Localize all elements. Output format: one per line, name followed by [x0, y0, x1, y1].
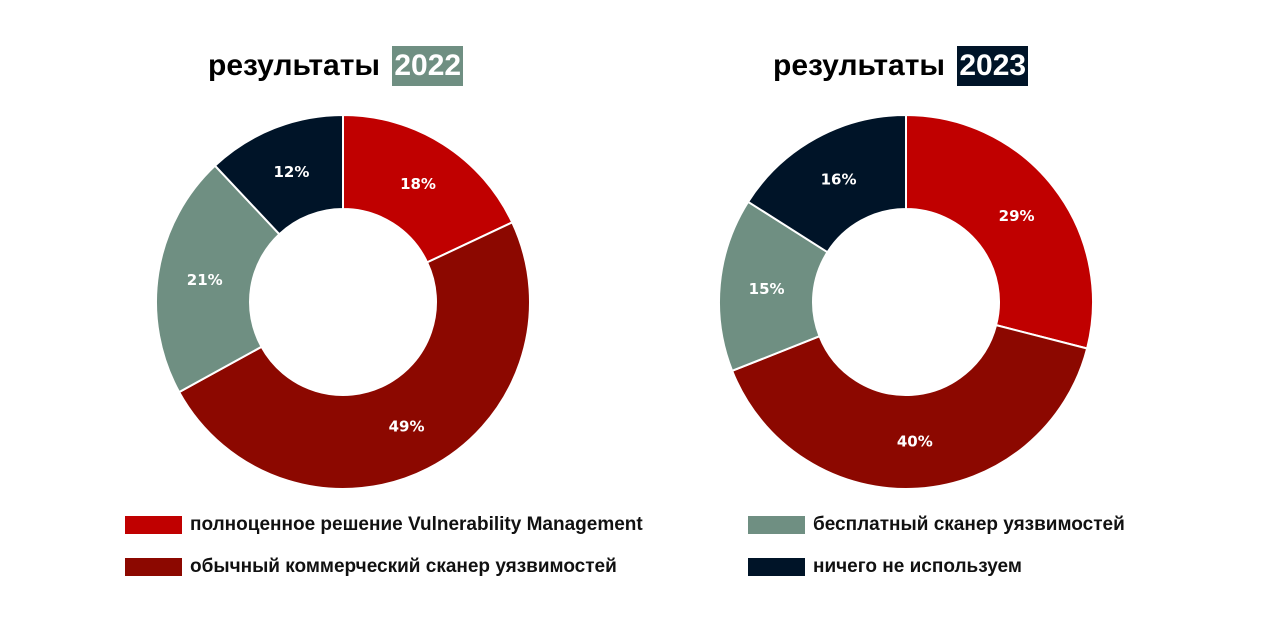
title-prefix: результаты — [208, 49, 381, 82]
data-label: 21% — [187, 271, 223, 289]
legend-item-full-vm: полноценное решение Vulnerability Manage… — [125, 514, 643, 536]
data-label: 16% — [821, 170, 857, 188]
donut-slice-2022-1 — [177, 221, 531, 490]
chart-title-2022: результаты 2022 — [208, 46, 464, 86]
legend-label: бесплатный сканер уязвимостей — [813, 514, 1125, 535]
legend-item-commercial: обычный коммерческий сканер уязвимостей — [125, 556, 617, 578]
data-label: 18% — [400, 175, 436, 193]
chart-title-2023: результаты 2023 — [773, 46, 1029, 86]
donut-slice-2022-0 — [342, 113, 514, 264]
legend-swatch — [748, 516, 805, 534]
donut-slice-2023-0 — [905, 113, 1094, 350]
donut-slice-2022-2 — [155, 164, 281, 394]
donut-slice-2023-2 — [718, 200, 829, 373]
legend-label: обычный коммерческий сканер уязвимостей — [190, 556, 617, 577]
legend-label: ничего не используем — [813, 556, 1022, 577]
donut-slice-2022-3 — [213, 113, 344, 236]
donut-slice-2023-1 — [730, 323, 1089, 491]
data-label: 15% — [749, 280, 785, 298]
data-label: 29% — [999, 207, 1035, 225]
data-label: 12% — [274, 163, 310, 181]
legend-item-free: бесплатный сканер уязвимостей — [748, 514, 1125, 536]
title-year: 2022 — [392, 46, 464, 86]
title-prefix: результаты — [773, 49, 946, 82]
data-label: 40% — [897, 433, 933, 451]
data-label: 49% — [389, 418, 425, 436]
title-year: 2023 — [957, 46, 1029, 86]
legend-label: полноценное решение Vulnerability Manage… — [190, 514, 643, 535]
legend-swatch — [125, 558, 182, 576]
legend-item-none: ничего не используем — [748, 556, 1022, 578]
legend-swatch — [748, 558, 805, 576]
legend-swatch — [125, 516, 182, 534]
donut-slice-2023-3 — [746, 113, 907, 254]
